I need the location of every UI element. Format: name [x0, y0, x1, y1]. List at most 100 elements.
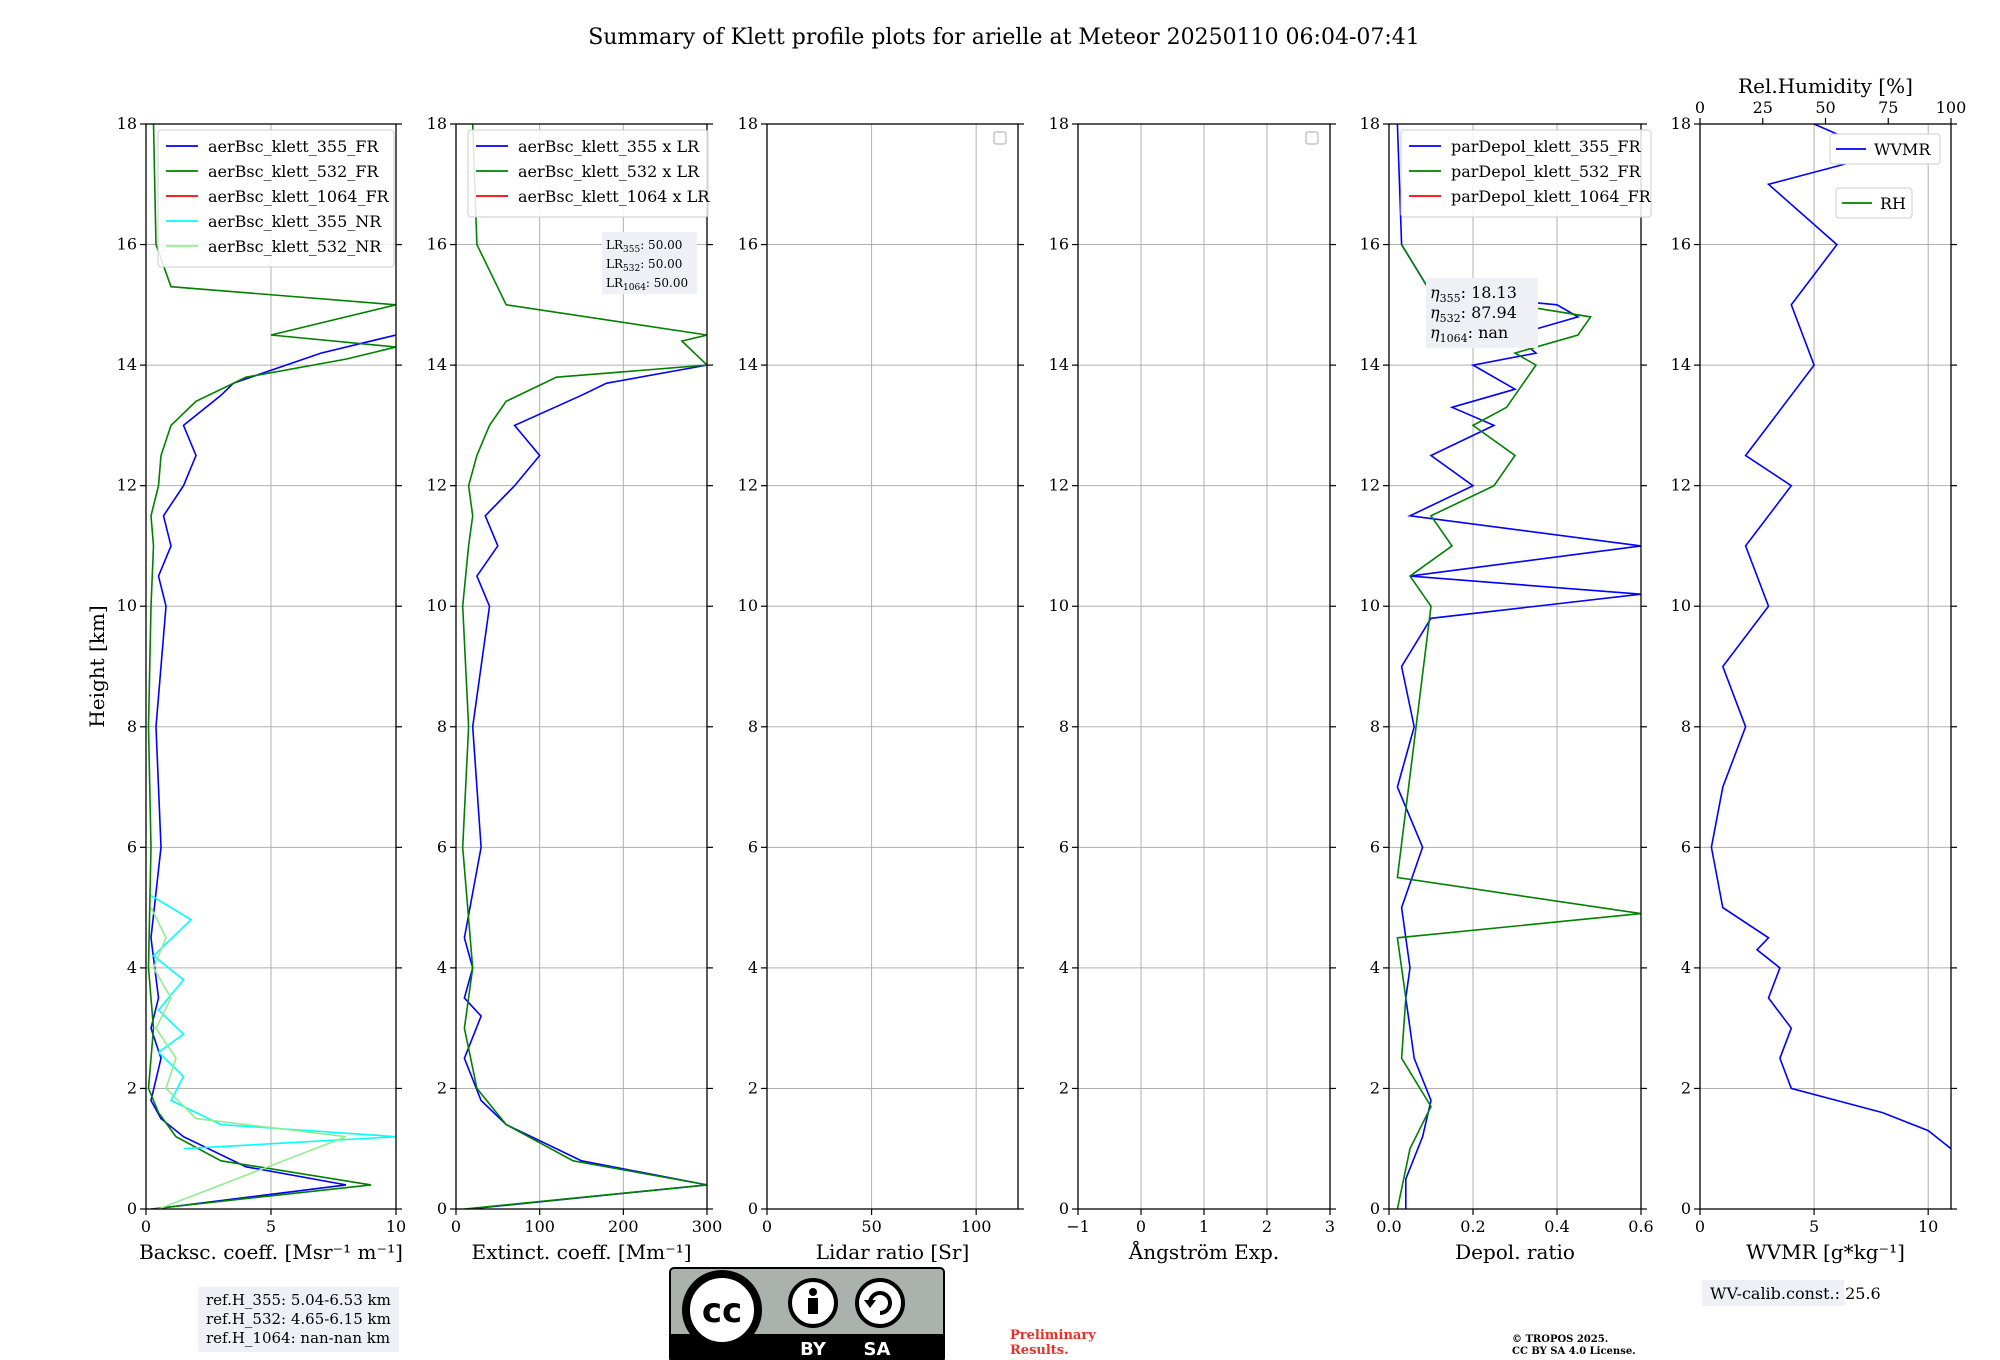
y-tick-label: 10	[1360, 596, 1380, 615]
legend-box	[157, 129, 395, 268]
x-tick-label: 50	[861, 1217, 881, 1236]
legend-label: aerBsc_klett_1064_FR	[208, 187, 390, 206]
ref-h-532: ref.H_532: 4.65-6.15 km	[206, 1310, 391, 1328]
y-tick-label: 4	[1059, 958, 1069, 977]
y-tick-label: 14	[738, 355, 758, 374]
x2-tick-label: 100	[1936, 98, 1967, 117]
y-tick-label: 6	[1059, 837, 1069, 856]
x-tick-label: 10	[386, 1217, 406, 1236]
x-tick-label: 100	[961, 1217, 992, 1236]
eta-text: η1064: nan	[1430, 323, 1508, 345]
y-tick-label: 0	[127, 1199, 137, 1218]
series-group	[461, 124, 707, 1209]
legend-box	[1835, 187, 1913, 219]
by-label: BY	[800, 1339, 827, 1360]
x-tick-label: 3	[1325, 1217, 1335, 1236]
y-tick-label: 18	[1671, 114, 1691, 133]
y-axis-label: Height [km]	[85, 605, 109, 727]
y-tick-label: 12	[1671, 476, 1691, 495]
y-tick-label: 12	[427, 476, 447, 495]
lidar-ratio-panel: 0 2 4 6 8 10 12 14 16 18 0 50 100 Lidar ratio [Sr]	[738, 114, 1024, 1264]
y-tick-label: 12	[117, 476, 137, 495]
x-axis-label: Depol. ratio	[1455, 1240, 1575, 1264]
y-tick-label: 8	[437, 717, 447, 736]
y-tick-label: 4	[748, 958, 758, 977]
legend-label: WVMR	[1874, 140, 1931, 159]
ref-h-1064: ref.H_1064: nan-nan km	[206, 1329, 391, 1347]
x2-tick-label: 0	[1695, 98, 1705, 117]
y-tick-label: 12	[1049, 476, 1069, 495]
series-line-aerBsc_klett_355_FR	[150, 334, 396, 1209]
x-axis-label: WVMR [g*kg⁻¹]	[1746, 1240, 1905, 1264]
x-tick-label: 200	[608, 1217, 639, 1236]
x-tick-label: 0	[762, 1217, 772, 1236]
y-tick-label: 6	[437, 837, 447, 856]
y-tick-label: 8	[1681, 717, 1691, 736]
x-axis-label: Lidar ratio [Sr]	[816, 1240, 970, 1264]
x-tick-label: 0.2	[1460, 1217, 1485, 1236]
legend-label: aerBsc_klett_532_NR	[208, 237, 382, 256]
y-tick-label: 0	[748, 1199, 758, 1218]
preliminary-note: Preliminary Results.	[1010, 1328, 1096, 1358]
legend-label: aerBsc_klett_532_FR	[208, 162, 379, 181]
y-tick-label: 8	[748, 717, 758, 736]
axes-frame	[1699, 123, 1952, 1210]
x-tick-label: 300	[692, 1217, 723, 1236]
y-tick-label: 18	[1360, 114, 1380, 133]
y-tick-label: 12	[1360, 476, 1380, 495]
y-tick-label: 4	[1681, 958, 1691, 977]
y-tick-label: 14	[117, 355, 137, 374]
y-tick-label: 0	[1370, 1199, 1380, 1218]
cc-mark: cc	[702, 1291, 742, 1331]
eta-text: η532: 87.94	[1430, 303, 1517, 325]
x-tick-label: 5	[1809, 1217, 1819, 1236]
legend-label: aerBsc_klett_355_NR	[208, 212, 382, 231]
series-line-aerBsc_klett_532_FR	[147, 124, 396, 1209]
y-tick-label: 12	[738, 476, 758, 495]
wv-calib-text: WV-calib.const.: 25.6	[1710, 1284, 1881, 1303]
y-tick-label: 4	[127, 958, 137, 977]
x-axis-label: Backsc. coeff. [Msr⁻¹ m⁻¹]	[139, 1240, 403, 1264]
reference-height-box: ref.H_355: 5.04-6.53 km ref.H_532: 4.65-…	[198, 1287, 399, 1352]
lidar-ratio-box	[602, 232, 697, 294]
series-line-parDepol_klett_532_FR	[1396, 244, 1641, 1209]
x2-tick-label: 25	[1753, 98, 1773, 117]
y-tick-label: 18	[117, 114, 137, 133]
y-tick-label: 18	[1049, 114, 1069, 133]
x-axis-label: Extinct. coeff. [Mm⁻¹]	[471, 1240, 691, 1264]
y-tick-label: 16	[1671, 235, 1691, 254]
lidar-ratio-text: LR1064: 50.00	[606, 276, 688, 293]
axes-frame	[455, 123, 708, 1210]
x-tick-label: 10	[1918, 1217, 1938, 1236]
license-note: © TROPOS 2025. CC BY SA 4.0 License.	[1512, 1334, 1636, 1357]
y-tick-label: 2	[437, 1078, 447, 1097]
y-tick-label: 16	[1049, 235, 1069, 254]
series-line-aerBsc_klett_355_NR	[150, 894, 396, 1150]
x2-axis-label: Rel.Humidity [%]	[1738, 74, 1913, 98]
y-tick-label: 18	[738, 114, 758, 133]
y-tick-label: 0	[1059, 1199, 1069, 1218]
legend-label: parDepol_klett_1064_FR	[1451, 187, 1652, 206]
legend-label: RH	[1880, 194, 1906, 213]
sa-label: SA	[864, 1339, 891, 1360]
y-tick-label: 2	[1059, 1078, 1069, 1097]
x2-tick-label: 50	[1815, 98, 1835, 117]
axes-frame	[1388, 123, 1642, 1210]
ref-h-355: ref.H_355: 5.04-6.53 km	[206, 1291, 391, 1309]
y-tick-label: 10	[117, 596, 137, 615]
legend-box	[1829, 133, 1941, 165]
x-tick-label: 2	[1262, 1217, 1272, 1236]
eta-box	[1426, 278, 1538, 348]
y-tick-label: 6	[1370, 837, 1380, 856]
y-tick-label: 6	[1681, 837, 1691, 856]
x-tick-label: 5	[266, 1217, 276, 1236]
empty-legend-box	[1305, 131, 1319, 145]
y-tick-label: 8	[127, 717, 137, 736]
series-line-aerBsc_klett_532 x LR	[461, 124, 707, 1209]
legend-label: aerBsc_klett_532 x LR	[518, 162, 700, 181]
y-tick-label: 6	[127, 837, 137, 856]
